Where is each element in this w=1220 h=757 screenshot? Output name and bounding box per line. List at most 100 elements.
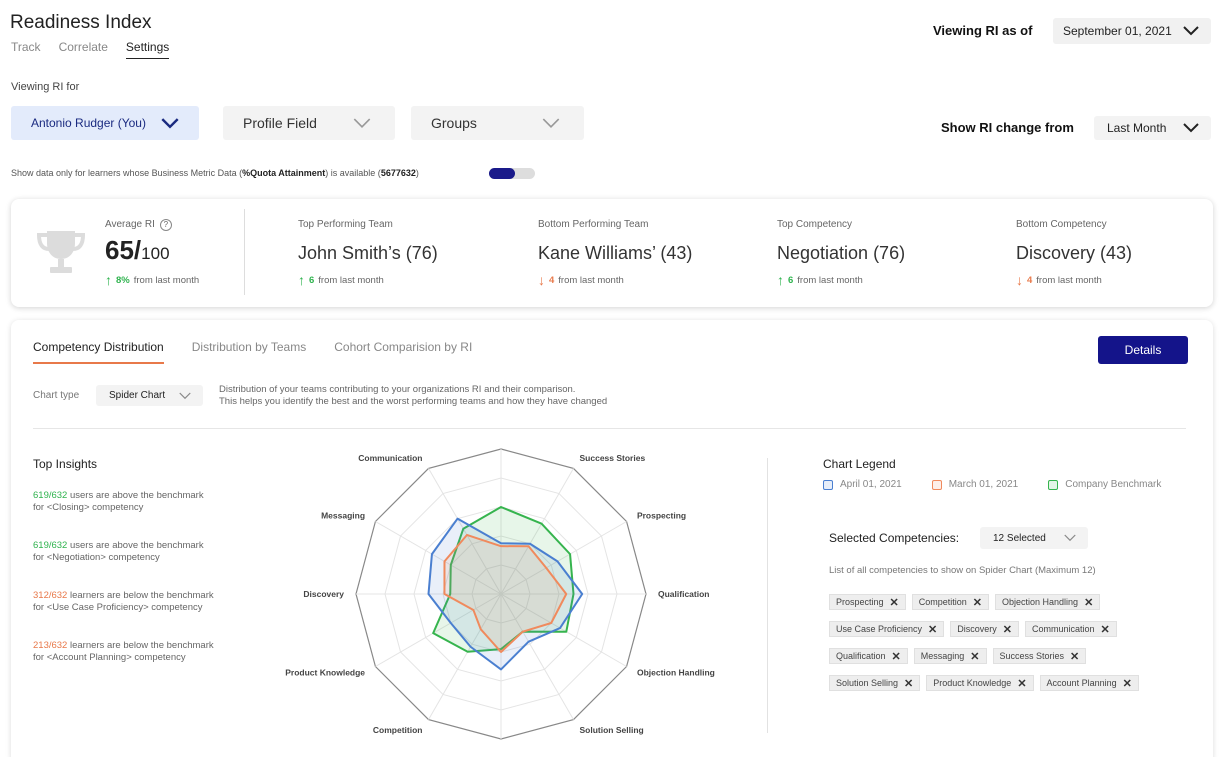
as-of-date-dropdown[interactable]: September 01, 2021 xyxy=(1053,18,1211,44)
user-dropdown[interactable]: Antonio Rudger (You) xyxy=(11,106,199,140)
insight-line-1: 213/632 learners are below the benchmark xyxy=(33,640,214,652)
axis-label: Solution Selling xyxy=(580,725,644,735)
arrow-up-icon: ↑ xyxy=(105,272,112,288)
change-from-label: Show RI change from xyxy=(941,120,1074,135)
insight-count: 619/632 xyxy=(33,540,68,551)
close-icon[interactable]: ✕ xyxy=(972,596,982,609)
tab-cohort-comparison[interactable]: Cohort Comparision by RI xyxy=(334,340,473,354)
chart-description-line-2: This helps you identify the best and the… xyxy=(219,396,608,407)
chip-label: Objection Handling xyxy=(1002,597,1079,607)
insight-text: users are above the benchmark xyxy=(67,490,204,501)
legend-item: April 01, 2021 xyxy=(823,479,902,490)
close-icon[interactable]: ✕ xyxy=(1070,650,1080,663)
panel-tabs: Competency Distribution Distribution by … xyxy=(33,340,472,364)
legend-swatch xyxy=(823,479,833,490)
competency-chip[interactable]: Success Stories ✕ xyxy=(992,648,1087,664)
close-icon[interactable]: ✕ xyxy=(1100,623,1110,636)
average-ri-max: 100 xyxy=(141,244,170,263)
legend-item: Company Benchmark xyxy=(1048,479,1161,490)
close-icon[interactable]: ✕ xyxy=(1017,677,1027,690)
insight-count: 213/632 xyxy=(33,640,68,651)
close-icon[interactable]: ✕ xyxy=(970,650,980,663)
grid-spoke xyxy=(375,593,502,667)
average-ri-label-text: Average RI xyxy=(105,219,155,230)
bottom-competency-delta-text: from last month xyxy=(1036,274,1102,286)
grid-spoke xyxy=(428,593,502,720)
close-icon[interactable]: ✕ xyxy=(1002,623,1012,636)
axis-label: Prospecting xyxy=(637,511,686,521)
insight-line-1: 312/632 learners are below the benchmark xyxy=(33,590,214,602)
insight-detail: for <Use Case Proficiency> competency xyxy=(33,602,203,613)
legend-title: Chart Legend xyxy=(823,457,896,471)
groups-dropdown[interactable]: Groups xyxy=(411,106,584,140)
legend-swatch xyxy=(931,479,942,490)
help-icon[interactable]: ? xyxy=(159,219,172,231)
competency-chip[interactable]: Product Knowledge ✕ xyxy=(926,675,1034,691)
average-ri-delta-text: from last month xyxy=(133,274,200,286)
close-icon[interactable]: ✕ xyxy=(889,596,899,609)
insight-item: 619/632 users are above the benchmark fo… xyxy=(33,490,204,514)
divider xyxy=(244,209,245,295)
competency-chip[interactable]: Communication ✕ xyxy=(1025,621,1117,637)
chevron-down-icon xyxy=(542,118,560,128)
business-metric-toggle[interactable] xyxy=(489,168,535,179)
axis-label: Competition xyxy=(373,725,423,735)
competency-chip[interactable]: Use Case Proficiency ✕ xyxy=(829,621,945,637)
axis-label: Objection Handling xyxy=(637,668,715,678)
arrow-down-icon: ↓ xyxy=(538,272,545,288)
top-competency-value: Negotiation (76) xyxy=(777,243,906,263)
competency-chip[interactable]: Objection Handling ✕ xyxy=(995,594,1101,610)
bottom-team-label: Bottom Performing Team xyxy=(538,219,649,230)
divider xyxy=(767,458,768,733)
legend-label: March 01, 2021 xyxy=(948,479,1019,490)
chip-label: Use Case Proficiency xyxy=(836,624,923,634)
spider-chart: Use Case ProficiencySuccess StoriesProsp… xyxy=(285,448,715,740)
nav-correlate[interactable]: Correlate xyxy=(58,40,108,54)
chip-label: Discovery xyxy=(957,624,997,634)
competency-chip[interactable]: Account Planning ✕ xyxy=(1039,675,1139,691)
selected-competencies-dropdown[interactable]: 12 Selected xyxy=(980,527,1088,549)
change-from-dropdown[interactable]: Last Month xyxy=(1094,116,1211,140)
top-team-value: John Smith’s (76) xyxy=(298,243,438,263)
tab-competency-distribution[interactable]: Competency Distribution xyxy=(33,340,164,364)
competency-chip[interactable]: Solution Selling ✕ xyxy=(829,675,921,691)
top-team-label: Top Performing Team xyxy=(298,219,393,230)
note-mid: ) is available ( xyxy=(325,168,381,178)
divider xyxy=(33,428,1186,429)
viewing-as-of-label: Viewing RI as of xyxy=(933,23,1033,38)
top-competency-delta: ↑ 6 from last month xyxy=(777,272,863,288)
competency-chip[interactable]: Discovery ✕ xyxy=(950,621,1019,637)
chevron-down-icon xyxy=(1064,534,1076,542)
profile-field-dropdown[interactable]: Profile Field xyxy=(223,106,395,140)
chip-label: Prospecting xyxy=(836,597,884,607)
toggle-knob xyxy=(489,168,515,179)
close-icon[interactable]: ✕ xyxy=(928,623,938,636)
top-competency-label: Top Competency xyxy=(777,219,853,230)
competency-chip[interactable]: Qualification ✕ xyxy=(829,648,908,664)
details-button[interactable]: Details xyxy=(1098,336,1188,364)
close-icon[interactable]: ✕ xyxy=(1084,596,1094,609)
chip-row: Prospecting ✕ Competition ✕ Objection Hand… xyxy=(829,594,1101,610)
selected-competencies-label: Selected Competencies: xyxy=(829,531,960,545)
competency-chip[interactable]: Prospecting ✕ xyxy=(829,594,906,610)
chart-type-dropdown[interactable]: Spider Chart xyxy=(96,385,203,406)
selected-competencies-note: List of all competencies to show on Spid… xyxy=(829,565,1096,576)
chart-description-line-1: Distribution of your teams contributing … xyxy=(219,384,576,395)
nav-settings[interactable]: Settings xyxy=(125,40,170,59)
axis-label: Communication xyxy=(358,453,422,463)
close-icon[interactable]: ✕ xyxy=(891,650,901,663)
bottom-team-value: Kane Williams’ (43) xyxy=(538,243,693,263)
insights-title: Top Insights xyxy=(33,457,98,471)
competency-chip[interactable]: Messaging ✕ xyxy=(913,648,987,664)
nav-track[interactable]: Track xyxy=(11,40,41,54)
note-prefix: Show data only for learners whose Busine… xyxy=(11,168,243,178)
user-dropdown-value: Antonio Rudger (You) xyxy=(31,116,146,130)
grid-spoke xyxy=(500,468,574,595)
grid-spoke xyxy=(500,521,627,595)
tab-distribution-by-teams[interactable]: Distribution by Teams xyxy=(191,340,307,354)
competency-chip[interactable]: Competition ✕ xyxy=(911,594,989,610)
average-ri-delta: ↑ 8% from last month xyxy=(105,272,199,288)
close-icon[interactable]: ✕ xyxy=(904,677,914,690)
axis-label: Success Stories xyxy=(580,453,646,463)
close-icon[interactable]: ✕ xyxy=(1122,677,1132,690)
